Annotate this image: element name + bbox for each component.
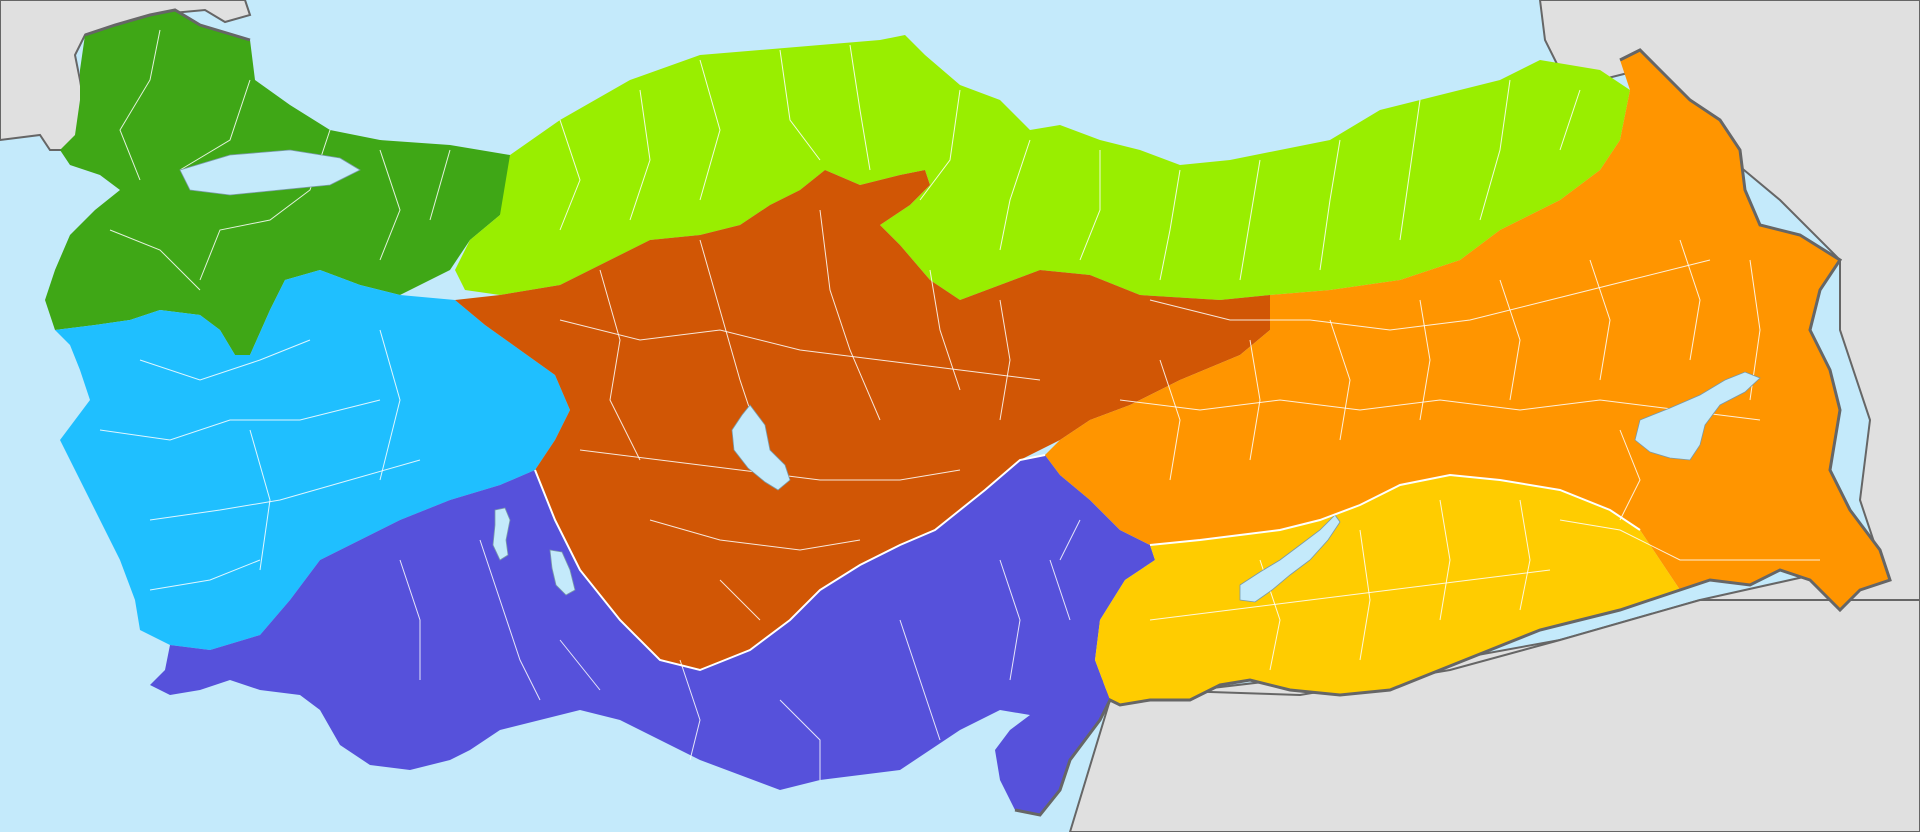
international-border <box>84 8 1892 817</box>
lake-beysehir <box>549 549 576 596</box>
province-boundaries <box>99 29 1820 780</box>
region-aegean <box>55 270 570 650</box>
lake-egirdir <box>492 507 511 561</box>
lake-tuz <box>731 404 791 491</box>
region-mediterranean <box>150 455 1155 815</box>
region-eastern-anatolia <box>1045 50 1890 610</box>
lake-ataturk-reservoir <box>1239 514 1341 603</box>
region-divider <box>534 454 1641 672</box>
region-central-anatolia <box>455 170 1290 670</box>
regions <box>45 10 1890 815</box>
lakes <box>179 149 1761 603</box>
lake-marmara-sea-inner <box>179 149 361 196</box>
neighbor-land-northwest <box>0 0 252 151</box>
region-black-sea <box>455 35 1630 300</box>
lake-van <box>1634 371 1761 461</box>
